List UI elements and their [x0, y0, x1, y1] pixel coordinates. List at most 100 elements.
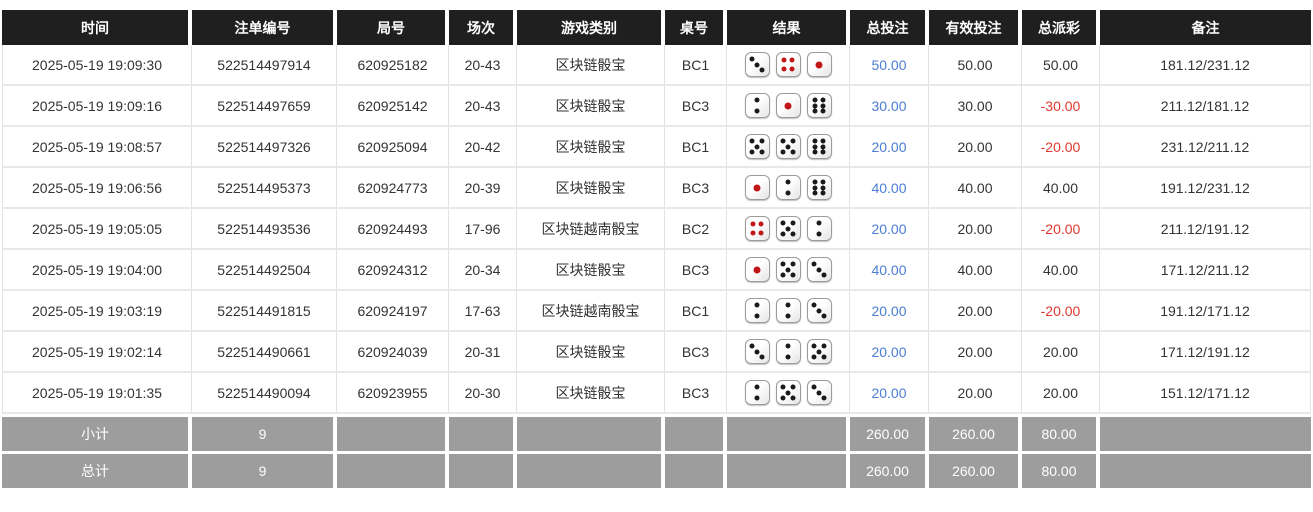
grand-total-row: 总计 9 260.00 260.00 80.00 [2, 451, 1311, 488]
die-pip [749, 138, 755, 144]
die-pip [785, 226, 791, 231]
die-pip [754, 349, 760, 354]
cell-round_id: 620925094 [337, 127, 449, 168]
die-pip [821, 343, 827, 349]
die-face-5 [744, 134, 770, 159]
col-header-valid_bet: 有效投注 [929, 10, 1022, 45]
cell-total_bet: 30.00 [850, 86, 929, 127]
col-header-time: 时间 [2, 10, 192, 45]
die-pip [754, 395, 760, 401]
die-pip [820, 138, 826, 144]
cell-result [727, 127, 850, 168]
die-pip [812, 179, 818, 185]
die-pip [785, 267, 791, 272]
die-pip [821, 313, 827, 319]
die-pip [784, 102, 792, 109]
footer-empty-cell [449, 451, 517, 488]
cell-game: 区块链骰宝 [517, 373, 665, 414]
die-face-2 [744, 380, 770, 405]
cell-total_bet: 20.00 [850, 332, 929, 373]
cell-payout: -20.00 [1022, 209, 1100, 250]
die-pip [785, 390, 791, 395]
cell-game: 区块链越南骰宝 [517, 209, 665, 250]
table-row: 2025-05-19 19:06:56 522514495373 620924773… [2, 168, 1311, 209]
dice-result [729, 339, 847, 364]
header-row: 时间 注单编号 局号 场次 游戏类别 桌号 结果 总投注 有效投注 总派彩 备注 [2, 10, 1311, 45]
bet-amount-link[interactable]: 40.00 [871, 261, 907, 278]
die-pip [785, 313, 791, 319]
cell-bet_id: 522514497326 [192, 127, 337, 168]
bet-amount-link[interactable]: 40.00 [871, 179, 907, 196]
cell-session: 17-96 [449, 209, 517, 250]
die-pip [781, 57, 787, 63]
cell-total_bet: 20.00 [850, 127, 929, 168]
table-row: 2025-05-19 19:03:19 522514491815 620924197… [2, 291, 1311, 332]
col-header-total_bet: 总投注 [850, 10, 929, 45]
dice-result [729, 93, 847, 118]
cell-bet_id: 522514492504 [192, 250, 337, 291]
die-pip [785, 179, 791, 185]
subtotal-row: 小计 9 260.00 260.00 80.00 [2, 414, 1311, 451]
die-pip [812, 149, 818, 155]
cell-result [727, 373, 850, 414]
die-pip [790, 384, 796, 390]
die-pip [820, 190, 826, 196]
cell-valid_bet: 20.00 [929, 291, 1022, 332]
die-pip [790, 261, 796, 267]
die-pip [754, 302, 760, 308]
bet-amount-link[interactable]: 20.00 [871, 343, 907, 360]
die-face-2 [775, 339, 801, 364]
die-face-5 [775, 257, 801, 282]
cell-table_no: BC1 [665, 291, 727, 332]
bet-amount-link[interactable]: 50.00 [871, 56, 907, 73]
dice-result [729, 216, 847, 241]
die-pip [812, 190, 818, 196]
die-pip [821, 354, 827, 360]
cell-round_id: 620925142 [337, 86, 449, 127]
footer-total-bet: 260.00 [850, 414, 929, 451]
cell-time: 2025-05-19 19:08:57 [2, 127, 192, 168]
die-pip [790, 149, 796, 155]
die-pip [780, 220, 786, 226]
cell-remark: 191.12/231.12 [1100, 168, 1311, 209]
cell-round_id: 620924312 [337, 250, 449, 291]
cell-time: 2025-05-19 19:01:35 [2, 373, 192, 414]
col-header-game: 游戏类别 [517, 10, 665, 45]
bet-amount-link[interactable]: 20.00 [871, 220, 907, 237]
cell-payout: -20.00 [1022, 127, 1100, 168]
table-row: 2025-05-19 19:04:00 522514492504 620924312… [2, 250, 1311, 291]
die-pip [780, 261, 786, 267]
bet-amount-link[interactable]: 20.00 [871, 138, 907, 155]
die-pip [781, 66, 787, 72]
die-pip [759, 138, 765, 144]
footer-total-bet: 260.00 [850, 451, 929, 488]
cell-session: 20-30 [449, 373, 517, 414]
bet-amount-link[interactable]: 30.00 [871, 97, 907, 114]
cell-bet_id: 522514493536 [192, 209, 337, 250]
cell-time: 2025-05-19 19:06:56 [2, 168, 192, 209]
die-pip [780, 384, 786, 390]
die-pip [816, 349, 822, 354]
cell-total_bet: 50.00 [850, 45, 929, 86]
cell-valid_bet: 40.00 [929, 168, 1022, 209]
footer-empty-cell [727, 451, 850, 488]
cell-game: 区块链越南骰宝 [517, 291, 665, 332]
table-row: 2025-05-19 19:01:35 522514490094 620923955… [2, 373, 1311, 414]
bet-amount-link[interactable]: 20.00 [871, 302, 907, 319]
die-pip [754, 384, 760, 390]
subtotal-row-label: 小计 [2, 414, 192, 451]
die-pip [816, 220, 822, 226]
footer-count: 9 [192, 451, 337, 488]
cell-payout: -20.00 [1022, 291, 1100, 332]
footer-empty-cell [727, 414, 850, 451]
die-face-1 [744, 175, 770, 200]
cell-payout: 20.00 [1022, 373, 1100, 414]
cell-total_bet: 40.00 [850, 250, 929, 291]
die-face-1 [775, 93, 801, 118]
die-pip [750, 221, 756, 227]
die-pip [790, 395, 796, 401]
cell-remark: 181.12/231.12 [1100, 45, 1311, 86]
die-face-5 [775, 134, 801, 159]
cell-remark: 211.12/191.12 [1100, 209, 1311, 250]
bet-amount-link[interactable]: 20.00 [871, 384, 907, 401]
